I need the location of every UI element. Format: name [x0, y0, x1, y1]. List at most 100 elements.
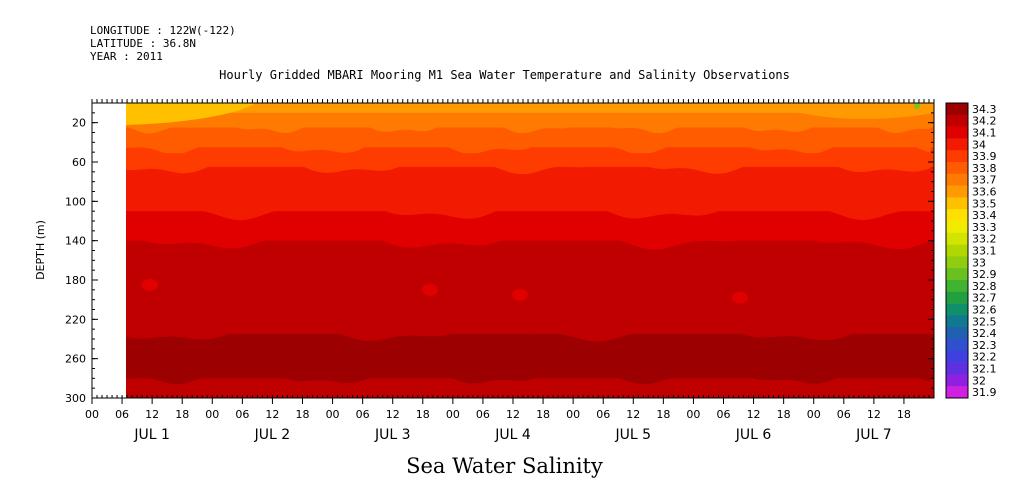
contour-layer — [126, 113, 934, 134]
salinity-band — [126, 103, 934, 114]
colorbar-swatch — [946, 374, 968, 387]
x-hour-label: 06 — [356, 408, 370, 421]
y-axis-label: DEPTH (m) — [34, 220, 47, 280]
x-hour-label: 18 — [897, 408, 911, 421]
y-tick-label: 20 — [72, 117, 86, 130]
colorbar-swatch — [946, 173, 968, 186]
x-day-label: JUL 6 — [735, 427, 772, 443]
colorbar-swatch — [946, 315, 968, 328]
y-tick-label: 260 — [65, 353, 86, 366]
x-hour-label: 00 — [446, 408, 460, 421]
surface-low-salinity-patch — [126, 103, 256, 125]
x-hour-label: 12 — [626, 408, 640, 421]
colorbar-swatch — [946, 327, 968, 340]
y-tick-label: 220 — [65, 313, 86, 326]
latitude-label: LATITUDE : 36.8N — [90, 37, 196, 50]
colorbar-swatch — [946, 339, 968, 352]
colorbar-swatch — [946, 280, 968, 293]
colorbar-swatch — [946, 126, 968, 139]
colorbar-label: 32.8 — [972, 280, 997, 293]
colorbar-label: 33.2 — [972, 233, 997, 246]
colorbar-swatch — [946, 256, 968, 269]
y-tick-label: 180 — [65, 274, 86, 287]
colorbar-label: 33.1 — [972, 245, 997, 258]
surface-patch-right — [764, 103, 934, 119]
x-hour-label: 06 — [476, 408, 490, 421]
x-day-label: JUL 2 — [254, 427, 291, 443]
colorbar-swatch — [946, 209, 968, 222]
surface-spot — [914, 103, 920, 109]
colorbar-label: 32.1 — [972, 363, 997, 376]
colorbar-label: 32.6 — [972, 304, 997, 317]
x-hour-label: 18 — [536, 408, 550, 421]
colorbar-label: 32.5 — [972, 315, 997, 328]
colorbar-swatch — [946, 162, 968, 175]
colorbar-label: 33.5 — [972, 197, 997, 210]
salinity-band — [126, 240, 934, 310]
longitude-label: LONGITUDE : 122W(-122) — [90, 24, 236, 37]
colorbar-label: 33 — [972, 256, 986, 269]
contour-layer — [126, 197, 934, 221]
bottom-title: Sea Water Salinity — [406, 454, 603, 478]
colorbar-label: 32.4 — [972, 327, 997, 340]
x-day-label: JUL 3 — [374, 427, 411, 443]
x-hour-label: 00 — [205, 408, 219, 421]
colorbar-label: 33.3 — [972, 221, 997, 234]
x-hour-label: 06 — [717, 408, 731, 421]
y-tick-label: 300 — [65, 392, 86, 405]
colorbar-swatch — [946, 197, 968, 210]
contour-layer — [126, 320, 934, 342]
x-hour-label: 18 — [416, 408, 430, 421]
x-hour-label: 12 — [747, 408, 761, 421]
x-day-label: JUL 1 — [133, 427, 170, 443]
colorbar-swatch — [946, 232, 968, 245]
year-label: YEAR : 2011 — [90, 50, 163, 63]
x-hour-label: 12 — [867, 408, 881, 421]
colorbar-label: 32 — [972, 374, 986, 387]
x-hour-label: 00 — [566, 408, 580, 421]
x-hour-label: 00 — [85, 408, 99, 421]
x-day-label: JUL 7 — [855, 427, 892, 443]
colorbar-swatch — [946, 268, 968, 281]
colorbar-swatch — [946, 150, 968, 163]
colorbar-swatch — [946, 362, 968, 375]
y-tick-label: 60 — [72, 156, 86, 169]
chart-title: Hourly Gridded MBARI Mooring M1 Sea Wate… — [219, 68, 790, 82]
colorbar-swatch — [946, 103, 968, 116]
x-hour-label: 06 — [596, 408, 610, 421]
contour-layer — [126, 133, 934, 155]
colorbar-swatch — [946, 114, 968, 127]
colorbar-label: 34.2 — [972, 115, 997, 128]
colorbar-label: 32.3 — [972, 339, 997, 352]
colorbar-label: 34 — [972, 138, 986, 151]
colorbar-label: 33.8 — [972, 162, 997, 175]
colorbar-swatch — [946, 185, 968, 198]
colorbar-label: 32.9 — [972, 268, 997, 281]
salinity-chart: 20 60 100 140 180 220 260 300 DEPTH (m) 00 06 12 18 0… — [34, 99, 997, 443]
salinity-intrusion — [142, 278, 158, 291]
x-hour-label: 18 — [296, 408, 310, 421]
contour-layer — [126, 226, 934, 250]
colorbar-label: 33.9 — [972, 150, 997, 163]
x-hour-label: 18 — [175, 408, 189, 421]
x-day-label: JUL 4 — [494, 427, 531, 443]
x-hour-label: 12 — [265, 408, 279, 421]
colorbar-swatch — [946, 138, 968, 151]
y-tick-label: 140 — [65, 235, 86, 248]
x-hour-label: 18 — [777, 408, 791, 421]
colorbar-swatch — [946, 244, 968, 257]
salinity-intrusion — [422, 283, 438, 296]
x-hour-label: 06 — [837, 408, 851, 421]
colorbar-label: 34.3 — [972, 103, 997, 116]
contour-layer — [126, 153, 934, 175]
colorbar-swatch — [946, 221, 968, 234]
salinity-intrusion — [732, 291, 748, 304]
x-hour-label: 12 — [506, 408, 520, 421]
x-hour-label: 18 — [656, 408, 670, 421]
colorbar-swatch — [946, 386, 968, 399]
x-hour-label: 00 — [686, 408, 700, 421]
x-hour-label: 00 — [326, 408, 340, 421]
x-hour-label: 00 — [807, 408, 821, 421]
colorbar-frame — [945, 102, 969, 399]
x-hour-label: 06 — [235, 408, 249, 421]
